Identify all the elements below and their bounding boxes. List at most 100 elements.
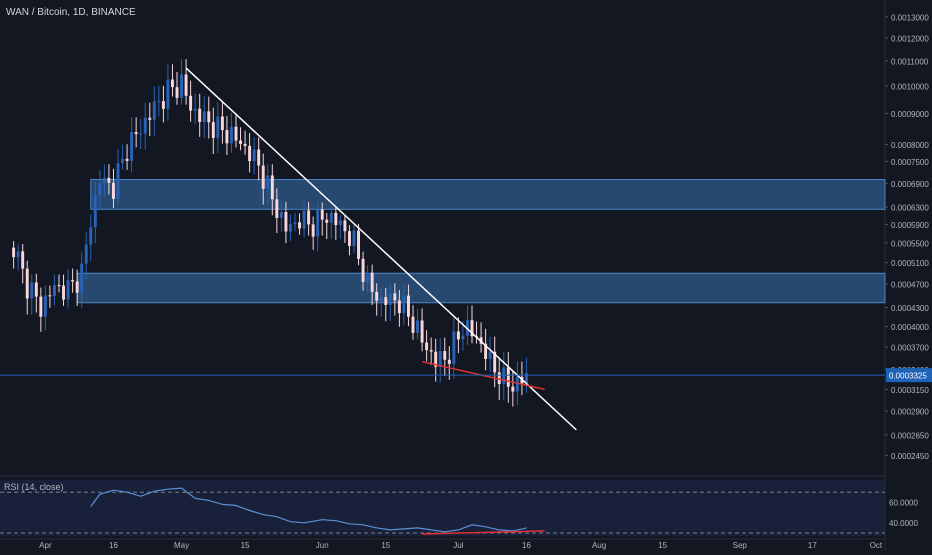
support-resistance-zone [76, 272, 886, 304]
candle-body [243, 143, 247, 146]
rsi-tick-label: 60.0000 [889, 498, 918, 507]
candle-body [193, 108, 197, 111]
candle-body [338, 220, 342, 226]
candle-body [16, 251, 20, 258]
candle-body [420, 320, 424, 343]
candle-body [361, 258, 365, 282]
candle-body [234, 126, 238, 141]
price-tick-label: 0.0009000 [891, 110, 929, 119]
candle-body [198, 108, 202, 123]
candle-body [438, 351, 442, 367]
candle-body [43, 295, 47, 317]
candle-body [189, 95, 193, 111]
candle-body [366, 272, 370, 282]
candle-body [397, 300, 401, 314]
time-tick-label: May [174, 541, 189, 550]
axes: 0.0013000 0.0012000 0.0011000 0.0010000 0.00… [39, 13, 932, 550]
price-tick-label: 0.0008000 [891, 141, 929, 150]
candle-body [229, 126, 233, 144]
candle-body [121, 158, 125, 164]
candle-body [62, 285, 66, 300]
candle-body [93, 195, 97, 228]
price-tick-label: 0.0005100 [891, 259, 929, 268]
candle-body [75, 281, 79, 293]
candle-body [502, 367, 506, 385]
price-tick-label: 0.0004000 [891, 323, 929, 332]
candle-body [21, 251, 25, 269]
candle-body [225, 130, 229, 144]
candle-body [130, 132, 134, 161]
candle-body [284, 211, 288, 232]
time-tick-label: Aug [592, 541, 606, 550]
candle-body [497, 372, 501, 385]
candle-body [98, 183, 102, 196]
candle-body [30, 282, 34, 299]
candle-body [411, 316, 415, 333]
candle-body [134, 132, 138, 135]
rsi-panel [0, 487, 885, 535]
candle-body [39, 296, 43, 317]
candle-body [506, 367, 510, 387]
candle-body [447, 359, 451, 364]
price-tick-label: 0.0005900 [891, 221, 929, 230]
candle-body [239, 140, 243, 144]
candle-body [443, 351, 447, 360]
candle-body [12, 247, 16, 258]
candle-body [343, 220, 347, 232]
candle-body [148, 117, 152, 120]
candle-body [484, 343, 488, 359]
candle-body [357, 230, 361, 259]
candle-body [152, 101, 156, 120]
candle-body [393, 293, 397, 301]
candle-body [80, 263, 84, 293]
price-tick-label: 0.0012000 [891, 34, 929, 43]
candle-body [352, 230, 356, 246]
candle-body [302, 210, 306, 229]
candle-body [270, 175, 274, 200]
candle-body [347, 231, 351, 246]
rsi-band [0, 480, 885, 536]
candle-body [139, 133, 143, 135]
price-tick-label: 0.0004300 [891, 304, 929, 313]
candle-body [524, 373, 528, 384]
candle-body [71, 280, 75, 282]
time-tick-label: 15 [241, 541, 250, 550]
time-tick-label: 15 [658, 541, 667, 550]
candle-body [488, 351, 492, 359]
candle-body [452, 331, 456, 364]
candle-body [375, 291, 379, 301]
candle-body [157, 101, 161, 103]
candle-body [511, 386, 515, 392]
candle-body [57, 285, 61, 287]
candle-body [406, 295, 410, 317]
time-tick-label: 16 [109, 541, 118, 550]
candle-body [311, 224, 315, 237]
candle-body [207, 111, 211, 123]
candle-body [316, 209, 320, 237]
candlestick-series [12, 59, 528, 407]
price-tick-label: 0.0003150 [891, 386, 929, 395]
candle-body [66, 280, 70, 300]
candle-body [293, 222, 297, 225]
rsi-tick-label: 40.0000 [889, 519, 918, 528]
candle-body [84, 244, 88, 264]
candle-body [298, 222, 302, 229]
time-tick-label: Apr [39, 541, 52, 550]
candle-body [216, 116, 220, 138]
candle-body [493, 351, 497, 373]
chart-title: WAN / Bitcoin, 1D, BINANCE [6, 7, 136, 18]
price-tick-label: 0.0011000 [891, 57, 929, 66]
candle-body [384, 297, 388, 305]
price-tick-label: 0.0010000 [891, 82, 929, 91]
price-tick-label: 0.0005500 [891, 239, 929, 248]
drawing-lines [0, 67, 885, 431]
candle-body [470, 320, 474, 337]
price-tick-label: 0.0004700 [891, 281, 929, 290]
candle-body [89, 227, 93, 245]
candle-body [325, 219, 329, 223]
descending-trendline [185, 67, 577, 431]
candle-body [275, 199, 279, 218]
candle-body [329, 212, 333, 223]
